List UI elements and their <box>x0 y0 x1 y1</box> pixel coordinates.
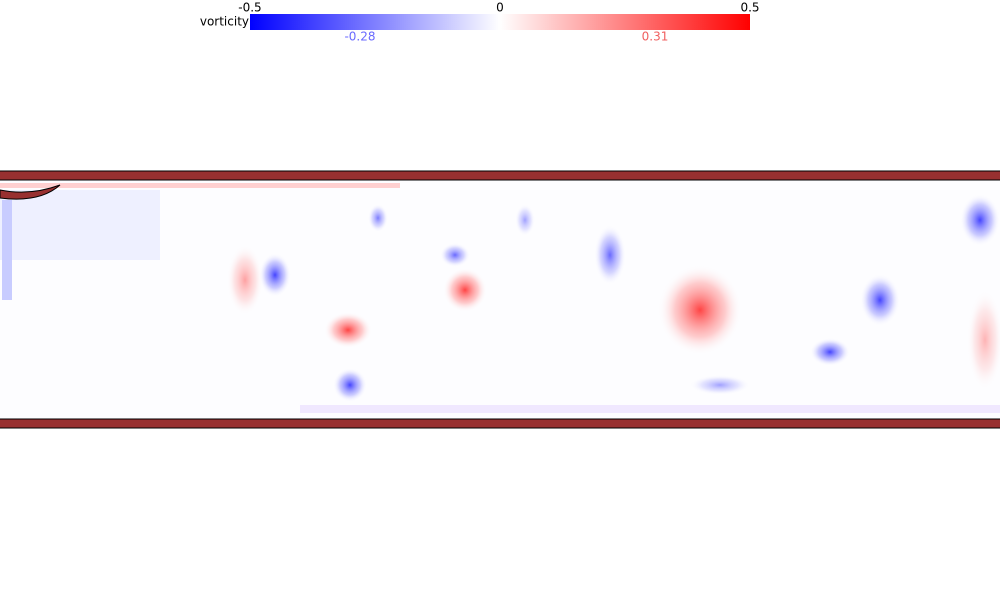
vortex <box>368 204 388 232</box>
max-marker: 0.31 <box>642 30 669 44</box>
vortex <box>333 368 367 402</box>
vortex <box>810 338 850 366</box>
min-marker: -0.28 <box>344 30 375 44</box>
shear-layer <box>300 405 1000 413</box>
vortex <box>324 312 372 348</box>
top-wall <box>0 170 1000 181</box>
flow-field <box>0 180 1000 419</box>
vortex <box>594 225 626 285</box>
vortex <box>658 265 742 355</box>
colorbar-bar <box>250 14 750 30</box>
channel <box>0 180 1000 419</box>
colorbar-tick-label: 0 <box>496 1 504 15</box>
vortex <box>515 204 535 236</box>
vortex <box>443 268 487 312</box>
vortex <box>440 243 470 267</box>
shear-layer <box>0 183 400 188</box>
vortex <box>227 245 263 315</box>
vortex <box>967 290 1000 390</box>
shear-layer <box>0 190 160 260</box>
flap <box>0 184 61 200</box>
vortex <box>690 375 750 395</box>
shear-layer <box>2 200 12 300</box>
colorbar-tick-label: 0.5 <box>740 1 759 15</box>
colorbar: vorticity -0.5 0 0.5 -0.28 0.31 <box>200 1 760 44</box>
colorbar-tick-label: -0.5 <box>238 1 261 15</box>
vortex <box>860 274 900 326</box>
colorbar-label: vorticity <box>200 15 249 29</box>
bottom-wall <box>0 418 1000 429</box>
vortex <box>960 194 1000 246</box>
vortex <box>259 253 291 297</box>
